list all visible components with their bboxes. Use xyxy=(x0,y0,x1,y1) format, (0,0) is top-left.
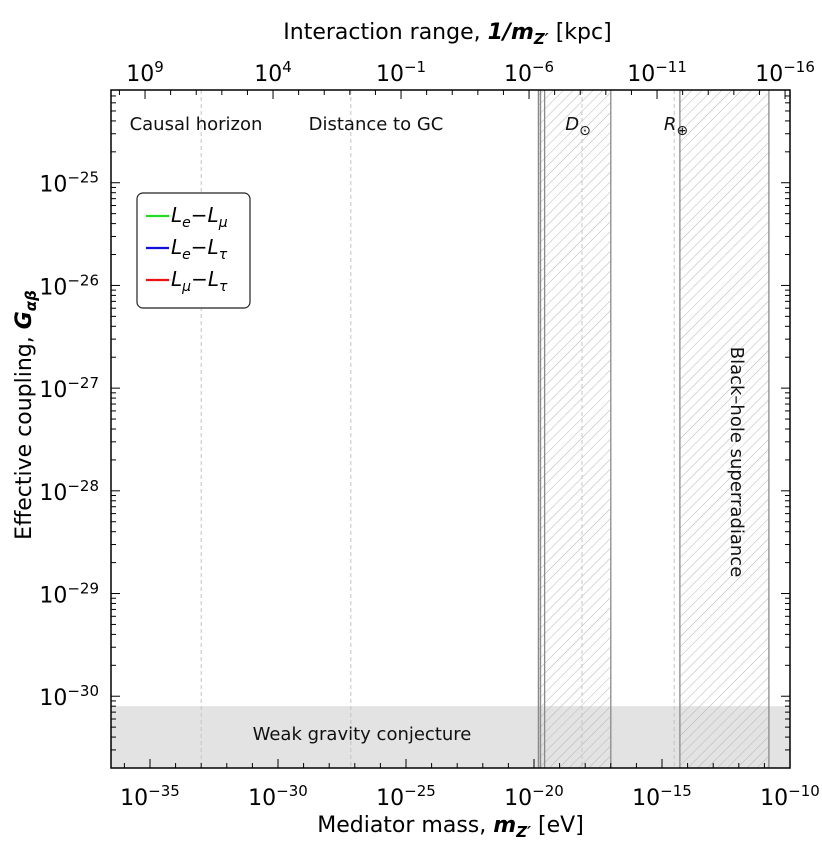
x-tick-label: 10−10 xyxy=(760,782,820,811)
top-tick-label: 10−6 xyxy=(504,58,554,87)
annotation-distance-gc: Distance to GC xyxy=(309,114,444,135)
legend-label-1: Le−Lμ xyxy=(171,203,228,231)
top-tick-label: 10−1 xyxy=(376,58,426,87)
y-tick-label: 10−30 xyxy=(39,682,99,711)
weak-gravity-region xyxy=(111,706,790,768)
x-tick-label: 10−20 xyxy=(504,782,564,811)
y-tick-label: 10−27 xyxy=(39,374,99,403)
x-tick-label: 10−30 xyxy=(248,782,308,811)
hatched-region-2 xyxy=(538,90,611,768)
top-tick-label: 10−16 xyxy=(755,58,815,87)
x-tick-label: 10−15 xyxy=(632,782,692,811)
x-tick-label: 10−35 xyxy=(120,782,180,811)
top-tick-label: 109 xyxy=(126,58,164,87)
annotation-superradiance: Black–hole superradiance xyxy=(726,347,747,578)
annotations: Causal horizon Distance to GC D⊙ R⊕ Weak gra… xyxy=(130,114,747,745)
y-tick-label: 10−28 xyxy=(39,477,99,506)
y-tick-label: 10−26 xyxy=(39,271,99,300)
annotation-r-earth: R⊕ xyxy=(664,114,688,139)
x-axis-title: Mediator mass, mZ′ [eV] xyxy=(317,813,584,841)
top-tick-label: 104 xyxy=(254,58,292,87)
top-tick-label: 10−11 xyxy=(627,58,687,87)
axes: 10−35 10−30 10−25 10−20 10−15 10−10 109 104 10−1… xyxy=(12,20,820,841)
x-tick-label: 10−25 xyxy=(376,782,436,811)
shaded-regions xyxy=(111,90,790,768)
annotation-causal-horizon: Causal horizon xyxy=(130,114,263,135)
y-tick-label: 10−29 xyxy=(39,580,99,609)
y-tick-label: 10−25 xyxy=(39,169,99,198)
top-axis-title: Interaction range, 1/mZ′ [kpc] xyxy=(283,20,611,48)
legend-label-2: Le−Lτ xyxy=(171,235,228,263)
hatched-region-1 xyxy=(679,90,769,768)
legend: Le−Lμ Le−Lτ Lμ−Lτ xyxy=(136,192,251,309)
y-axis-title: Effective coupling, Gαβ xyxy=(12,290,40,540)
legend-label-3: Lμ−Lτ xyxy=(171,267,228,295)
annotation-weak-gravity: Weak gravity conjecture xyxy=(253,724,472,745)
annotation-d-sun: D⊙ xyxy=(565,114,591,139)
